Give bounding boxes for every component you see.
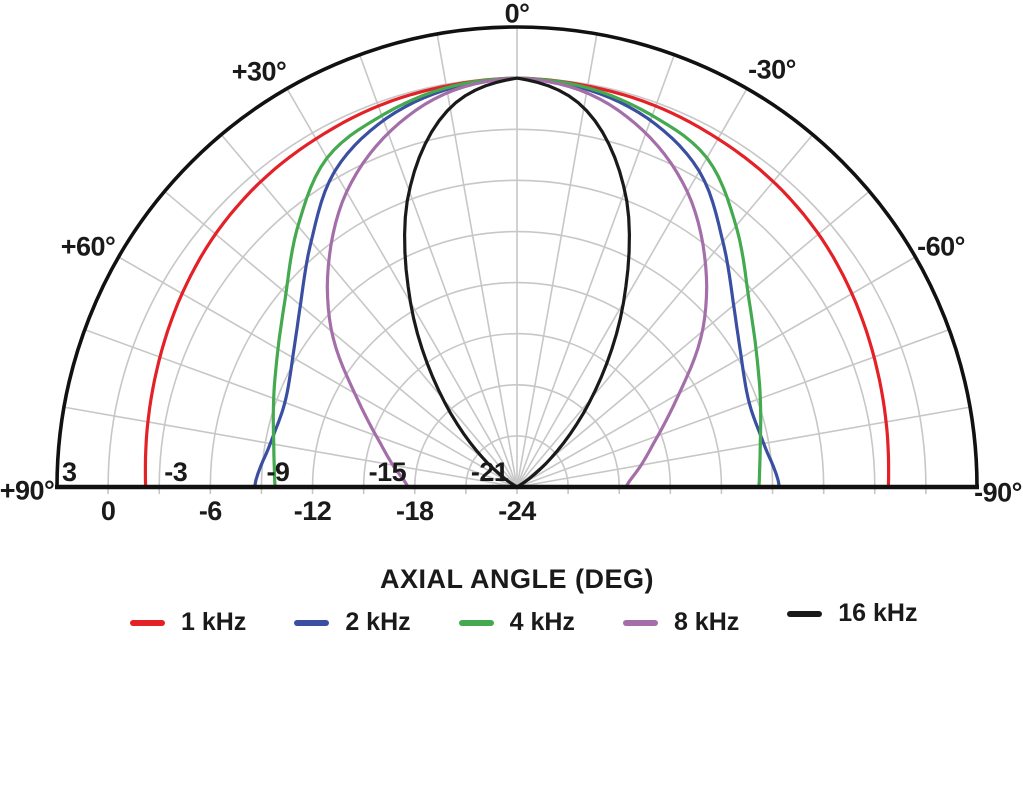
r-tick-above--9: -9 xyxy=(266,457,290,487)
angle-label-neg90: -90° xyxy=(974,477,1022,508)
legend-item-2khz: 2 kHz xyxy=(294,608,411,636)
legend-item-4khz: 4 kHz xyxy=(458,608,575,636)
r-tick-above--15: -15 xyxy=(368,457,407,487)
r-tick-below-neg18: -18 xyxy=(396,496,434,526)
plot-frame xyxy=(55,25,979,490)
curve-16khz xyxy=(403,76,631,489)
legend-label: 1 kHz xyxy=(181,608,247,636)
legend-label: 4 kHz xyxy=(509,608,575,636)
angle-label-60: +60° xyxy=(60,231,116,262)
legend-swatch-2khz xyxy=(294,619,330,626)
legend-swatch-4khz xyxy=(458,619,494,626)
legend-swatch-1khz xyxy=(130,619,165,626)
angle-label-30: +30° xyxy=(231,56,287,87)
x-axis-title: AXIAL ANGLE (DEG) xyxy=(379,564,655,594)
r-tick-above-3: 3 xyxy=(62,457,77,487)
legend-item-8khz: 8 kHz xyxy=(622,608,740,636)
polar-plot-area xyxy=(55,25,979,494)
r-tick-below-neg24: -24 xyxy=(498,496,536,526)
legend-item-16khz: 16 kHz xyxy=(787,601,917,626)
legend-label: 2 kHz xyxy=(345,608,411,636)
legend-swatch-16khz xyxy=(787,610,823,617)
angle-label-neg30: -30° xyxy=(748,54,796,85)
angle-label-90: +90° xyxy=(0,475,55,506)
r-tick-below-neg6: -6 xyxy=(198,496,223,526)
legend-label: 16 kHz xyxy=(838,599,918,627)
legend: 1 kHz 2 kHz 4 kHz 8 kHz 16 kHz xyxy=(130,601,965,636)
angle-label-0: 0° xyxy=(504,0,530,29)
legend-item-1khz: 1 kHz xyxy=(130,610,246,635)
r-tick-above--21: -21 xyxy=(470,457,509,487)
r-tick-below-0: 0 xyxy=(100,496,116,526)
legend-swatch-8khz xyxy=(622,619,658,626)
legend-label: 8 kHz xyxy=(673,608,740,636)
r-tick-below-neg12: -12 xyxy=(293,496,332,526)
angle-label-neg60: -60° xyxy=(917,231,965,262)
r-tick-above--3: -3 xyxy=(164,457,188,487)
curves xyxy=(143,76,891,489)
